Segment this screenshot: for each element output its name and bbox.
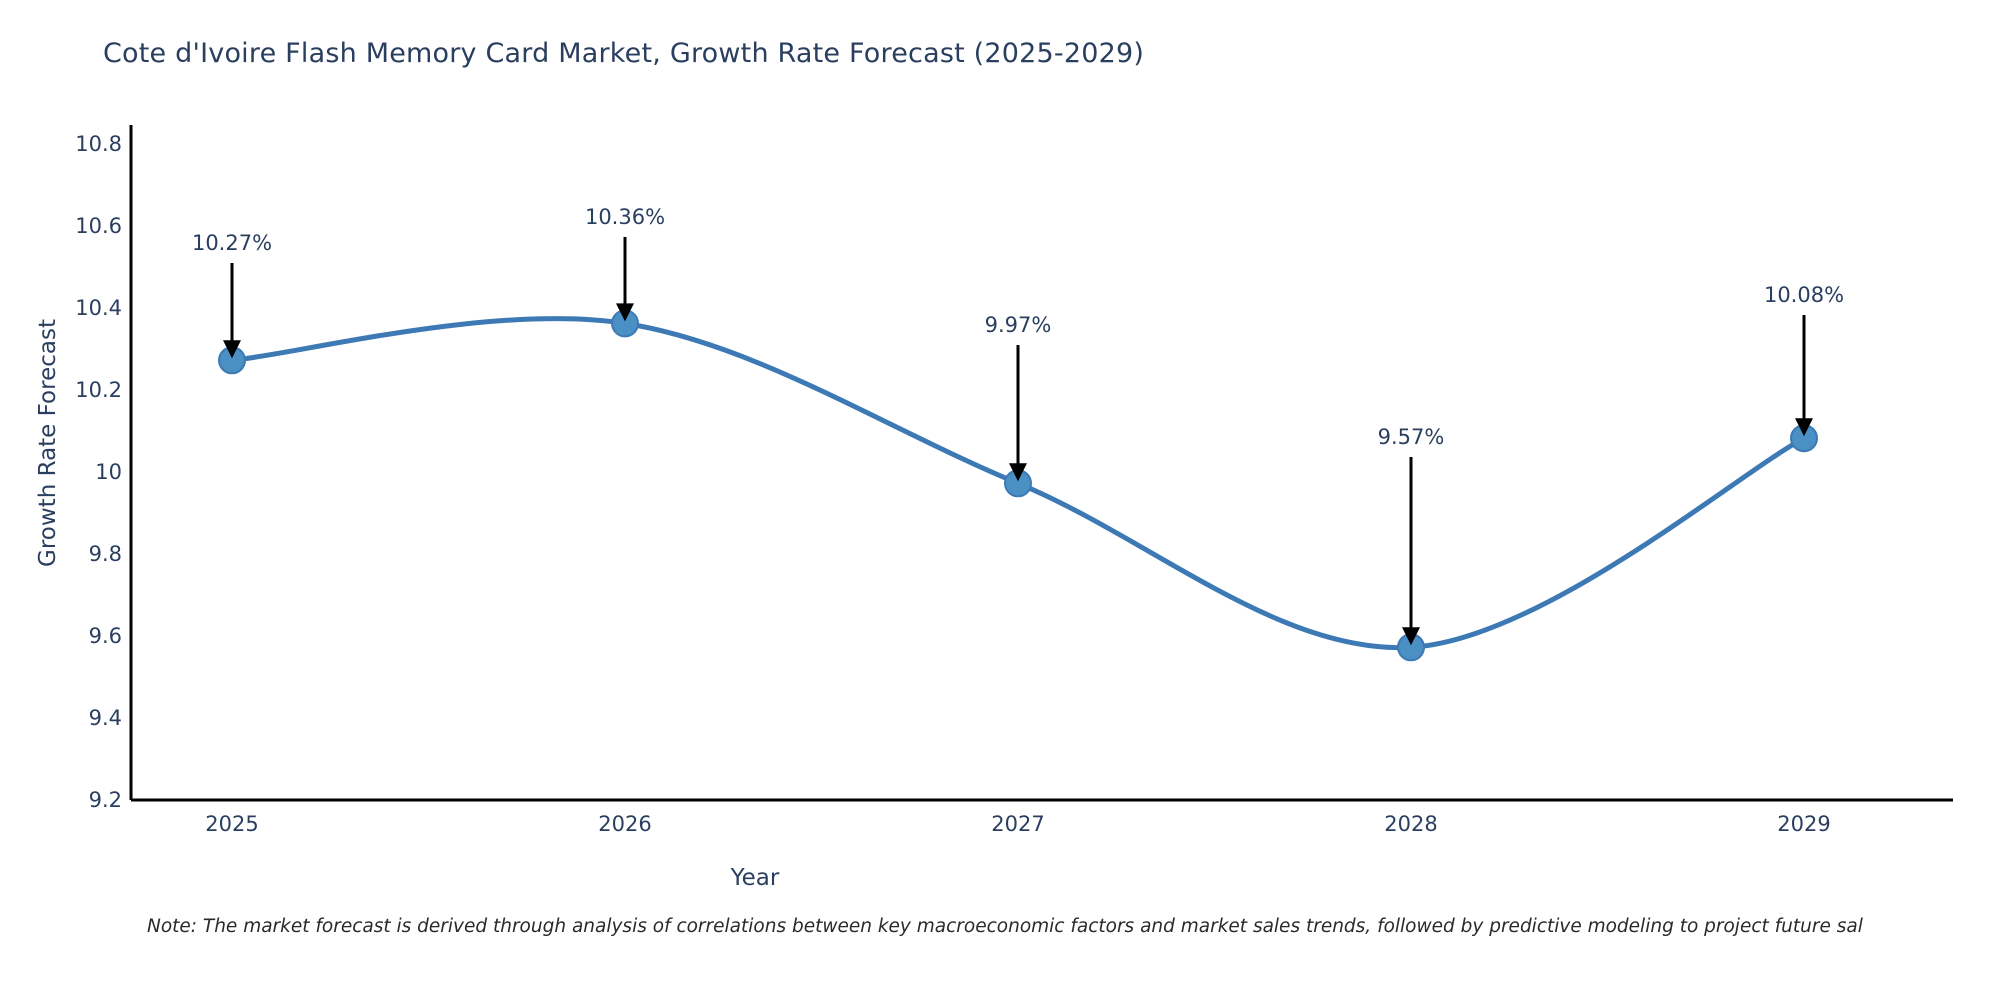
y-tick-label: 9.6 — [88, 624, 122, 648]
y-tick-label: 10.6 — [75, 214, 122, 238]
point-annotation-2029: 10.08% — [1763, 283, 1845, 307]
y-tick-label: 10.2 — [75, 378, 122, 402]
x-axis-title: Year — [730, 865, 780, 891]
y-tick-label: 9.2 — [88, 788, 122, 812]
chart-title: Cote d'Ivoire Flash Memory Card Market, … — [103, 38, 1145, 69]
footnote: Note: The market forecast is derived thr… — [147, 916, 1863, 937]
axis-lines — [129, 125, 1953, 802]
y-tick-label: 10 — [95, 460, 122, 484]
point-annotation-2027: 9.97% — [984, 313, 1052, 337]
x-tick-label: 2026 — [598, 812, 652, 836]
annotation-arrows — [223, 237, 1813, 646]
y-tick-label: 10.4 — [75, 296, 122, 320]
point-annotation-2028: 9.57% — [1377, 425, 1445, 449]
x-tick-label: 2025 — [205, 812, 259, 836]
annotation-arrow-head — [616, 303, 634, 322]
annotation-arrow-head — [1009, 463, 1027, 482]
y-tick-label: 9.8 — [88, 542, 122, 566]
x-tick-label: 2028 — [1384, 812, 1438, 836]
point-annotation-2026: 10.36% — [584, 205, 666, 229]
x-tick-label: 2027 — [991, 812, 1045, 836]
y-axis-tick-labels: 10.8 10.6 10.4 10.2 10 9.8 9.6 9.4 9.2 — [0, 0, 122, 1000]
y-tick-label: 10.8 — [75, 132, 122, 156]
annotation-arrow-head — [1795, 418, 1813, 437]
point-annotation-2025: 10.27% — [191, 231, 273, 255]
y-tick-label: 9.4 — [88, 706, 122, 730]
x-tick-label: 2029 — [1777, 812, 1831, 836]
annotation-arrow-head — [223, 340, 241, 359]
annotation-arrow-head — [1402, 627, 1420, 646]
